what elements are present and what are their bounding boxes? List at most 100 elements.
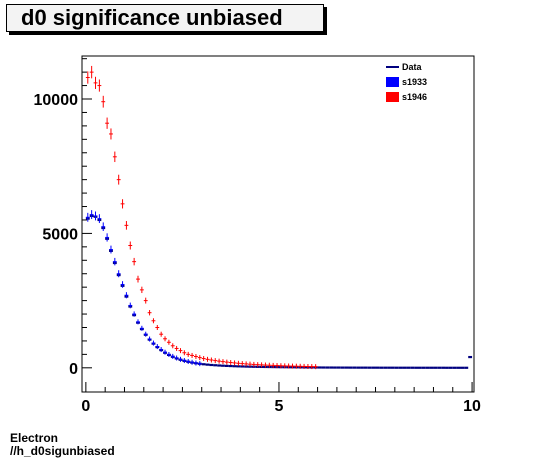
legend-label: s1946: [402, 92, 427, 102]
data-point: [259, 362, 264, 368]
legend-swatch: [386, 77, 399, 87]
data-point: [166, 339, 171, 345]
data-point: [132, 311, 137, 317]
data-point: [286, 363, 291, 369]
data-point: [290, 363, 295, 369]
data-point: [116, 270, 121, 278]
y-tick-label: 5000: [42, 226, 78, 243]
data-point: [182, 350, 187, 356]
data-point: [255, 362, 260, 368]
data-point: [228, 360, 233, 366]
data-point: [213, 358, 218, 364]
data-point: [132, 257, 137, 266]
data-point: [194, 360, 198, 366]
x-tick-label: 0: [81, 398, 90, 415]
data-point: [197, 361, 202, 367]
data-point: [186, 351, 191, 357]
data-point: [89, 210, 94, 220]
data-point: [143, 331, 148, 337]
data-point: [201, 356, 206, 362]
data-point: [155, 324, 160, 330]
data-point: [139, 286, 144, 294]
data-point: [85, 71, 90, 84]
legend-label: s1933: [402, 77, 427, 87]
y-tick-label: 10000: [34, 92, 79, 109]
legend: Data s1933 s1946: [386, 62, 427, 102]
data-point: [97, 79, 102, 92]
data-point: [251, 361, 256, 367]
data-point: [244, 361, 249, 367]
data-point: [139, 325, 144, 331]
data-point: [170, 343, 175, 349]
data-point: [97, 214, 102, 224]
data-point: [190, 359, 194, 365]
axes: 0 5 10 0 5000 10000: [34, 58, 481, 415]
data-point: [194, 354, 198, 360]
data-point: [197, 355, 202, 361]
data-point: [93, 76, 98, 89]
data-point: [178, 348, 183, 354]
data-point: [120, 199, 125, 209]
data-point: [143, 297, 148, 304]
data-point: [151, 340, 156, 346]
data-point: [224, 359, 229, 365]
data-point: [275, 363, 279, 369]
data-point: [232, 360, 237, 366]
footer-line-2: //h_d0sigunbiased: [10, 444, 115, 458]
data-point: [309, 364, 314, 370]
data-point: [124, 292, 129, 299]
data-marks: [85, 65, 473, 370]
data-point: [221, 359, 225, 365]
data-point: [209, 357, 214, 363]
plot-frame: [81, 55, 475, 393]
data-point: [128, 302, 133, 309]
data-point: [298, 363, 303, 369]
data-point: [105, 233, 110, 242]
data-point: [109, 245, 113, 254]
data-point: [186, 358, 191, 364]
data-point: [271, 362, 276, 368]
legend-item-s1946: s1946: [386, 92, 427, 102]
data-point: [294, 363, 299, 369]
data-point: [151, 318, 156, 324]
data-point: [190, 352, 194, 358]
data-point: [163, 336, 167, 342]
data-point: [120, 281, 125, 288]
data-point: [128, 241, 133, 250]
data-point: [116, 174, 121, 185]
data-point: [174, 345, 179, 351]
data-point: [93, 211, 98, 221]
data-point: [236, 360, 241, 366]
series-s1933: [85, 210, 202, 367]
data-point: [101, 95, 106, 108]
data-point: [159, 347, 164, 353]
data-point: [112, 257, 117, 266]
chart-title: d0 significance unbiased: [6, 4, 324, 32]
x-tick-label: 10: [463, 398, 481, 415]
data-point: [89, 65, 94, 79]
data-point: [85, 212, 90, 222]
data-point: [155, 344, 160, 350]
data-point: [124, 221, 129, 230]
data-point: [278, 363, 283, 369]
data-point: [147, 336, 152, 342]
data-point: [136, 319, 140, 325]
data-point: [282, 363, 287, 369]
data-point: [263, 362, 268, 368]
legend-item-data: Data: [386, 62, 423, 72]
data-point: [174, 355, 179, 361]
data-point: [112, 151, 117, 163]
data-point: [240, 361, 245, 367]
y-tick-label: 0: [69, 361, 78, 378]
footer: Electron //h_d0sigunbiased: [10, 432, 115, 458]
legend-item-s1933: s1933: [386, 77, 427, 87]
data-point: [163, 349, 167, 355]
data-point: [109, 128, 113, 140]
data-point: [306, 363, 310, 369]
data-point: [267, 362, 272, 368]
data-point: [178, 356, 183, 362]
data-point: [205, 356, 210, 362]
data-point: [182, 358, 187, 364]
data-point: [147, 310, 152, 316]
